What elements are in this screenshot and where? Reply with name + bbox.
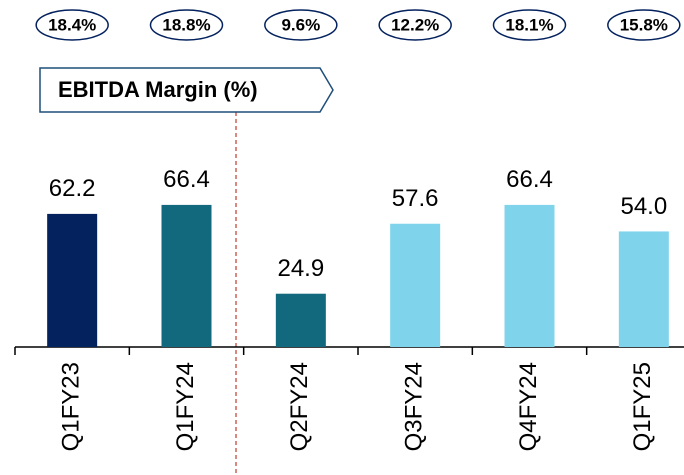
- margin-label: 9.6%: [281, 15, 320, 34]
- margin-label: 18.8%: [162, 15, 210, 34]
- x-tick-label: Q1FY24: [172, 362, 199, 451]
- margin-label: 15.8%: [620, 15, 668, 34]
- margin-oval: [35, 9, 109, 41]
- bar: [504, 204, 555, 347]
- x-tick-label: Q4FY24: [515, 362, 542, 451]
- margin-oval: [607, 9, 681, 41]
- x-tick-label: Q3FY24: [401, 362, 428, 451]
- callout-box: [39, 67, 334, 113]
- bar: [161, 204, 212, 347]
- bar: [618, 231, 669, 347]
- margin-oval: [264, 9, 338, 41]
- value-label: 24.9: [277, 255, 324, 282]
- margin-label: 18.4%: [48, 15, 96, 34]
- margin-oval: [378, 9, 452, 41]
- margin-oval: [492, 9, 567, 41]
- value-label: 57.6: [392, 185, 439, 212]
- value-label: 66.4: [163, 166, 210, 193]
- value-label: 62.2: [49, 175, 96, 202]
- value-label: 54.0: [620, 193, 667, 220]
- x-tick-label: Q2FY24: [286, 362, 313, 451]
- callout-text: EBITDA Margin (%): [58, 77, 258, 102]
- bar: [390, 223, 441, 347]
- margin-label: 18.1%: [505, 15, 553, 34]
- bar: [47, 213, 98, 347]
- x-tick-label: Q1FY23: [58, 362, 85, 451]
- margin-label: 12.2%: [391, 15, 439, 34]
- value-label: 66.4: [506, 166, 553, 193]
- margin-oval: [149, 9, 224, 41]
- x-tick-label: Q1FY25: [629, 362, 656, 451]
- bar: [275, 293, 326, 347]
